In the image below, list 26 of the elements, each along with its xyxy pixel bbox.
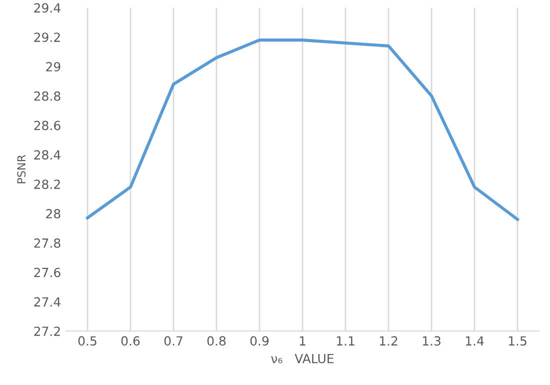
- x-tick-label: 0.7: [164, 336, 182, 346]
- y-tick-label: 27.6: [34, 268, 60, 278]
- y-tick-label: 27.8: [34, 238, 60, 248]
- y-tick-label: 28.8: [34, 91, 60, 101]
- y-tick-label: 29: [46, 62, 60, 72]
- x-tick-label: 1.4: [466, 336, 484, 346]
- y-tick-label: 29.2: [34, 32, 60, 42]
- y-tick-label: 27.2: [34, 326, 60, 336]
- x-tick-label: 0.8: [207, 336, 226, 346]
- x-tick-label: 1.5: [508, 336, 526, 346]
- y-tick-label: 28: [46, 208, 60, 218]
- y-tick-label: 28.2: [34, 180, 60, 190]
- x-tick-label: 1.1: [336, 336, 354, 346]
- y-axis-title: PSNR: [17, 154, 26, 184]
- x-tick-label: 0.9: [250, 336, 269, 346]
- line-series: [86, 38, 520, 221]
- x-tick-label: 1.3: [422, 336, 440, 346]
- x-axis-title: ν₆ VALUE: [271, 354, 334, 364]
- x-tick-label: 1: [300, 336, 306, 346]
- y-tick-label: 28.6: [34, 120, 60, 130]
- y-tick-label: 28.4: [34, 150, 60, 160]
- x-tick-label: 0.6: [121, 336, 140, 346]
- x-tick-label: 0.5: [78, 336, 96, 346]
- x-tick-label: 1.2: [380, 336, 398, 346]
- y-tick-label: 29.4: [34, 3, 60, 13]
- y-tick-label: 27.4: [34, 297, 60, 306]
